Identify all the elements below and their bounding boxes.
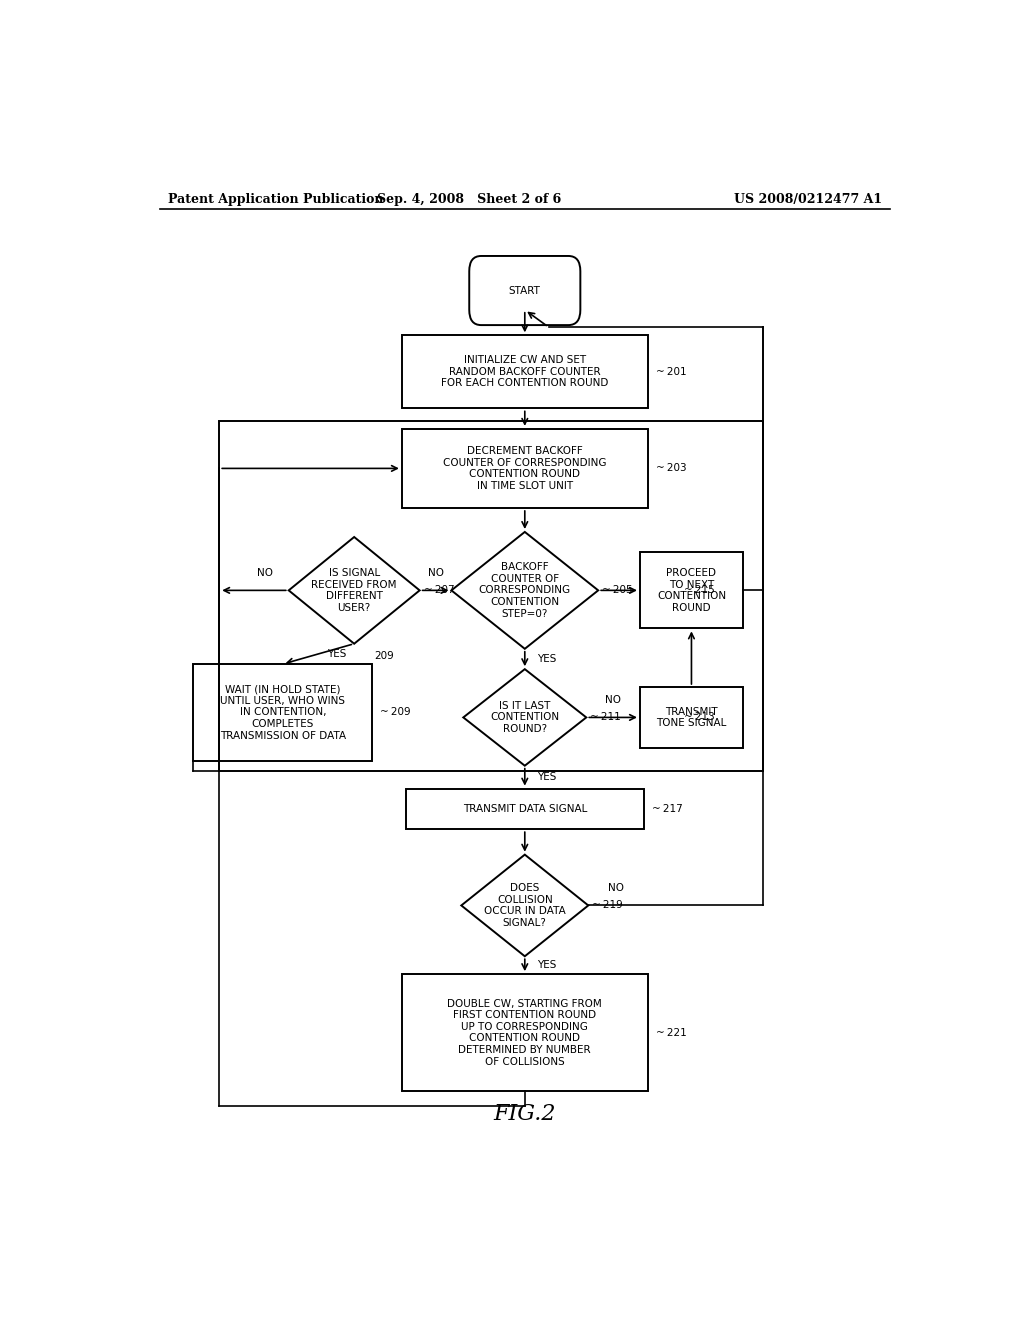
Bar (194, 664, 372, 760)
Text: PROCEED
TO NEXT
CONTENTION
ROUND: PROCEED TO NEXT CONTENTION ROUND (656, 568, 726, 612)
Bar (401, 429, 648, 508)
Text: ~ 207: ~ 207 (424, 585, 455, 595)
Text: YES: YES (537, 960, 556, 970)
Text: NO: NO (605, 696, 622, 705)
Text: DOUBLE CW, STARTING FROM
FIRST CONTENTION ROUND
UP TO CORRESPONDING
CONTENTION R: DOUBLE CW, STARTING FROM FIRST CONTENTIO… (447, 998, 602, 1067)
Text: WAIT (IN HOLD STATE)
UNTIL USER, WHO WINS
IN CONTENTION,
COMPLETES
TRANSMISSION : WAIT (IN HOLD STATE) UNTIL USER, WHO WIN… (220, 684, 346, 741)
Text: Patent Application Publication: Patent Application Publication (168, 193, 383, 206)
Text: IS IT LAST
CONTENTION
ROUND?: IS IT LAST CONTENTION ROUND? (490, 701, 559, 734)
Text: YES: YES (537, 772, 556, 783)
Text: ~ 211: ~ 211 (590, 713, 621, 722)
Text: ~ 217: ~ 217 (652, 804, 683, 814)
Text: ~ 219: ~ 219 (592, 900, 623, 911)
Text: ~ 215: ~ 215 (684, 585, 715, 595)
Text: US 2008/0212477 A1: US 2008/0212477 A1 (734, 193, 882, 206)
Text: DECREMENT BACKOFF
COUNTER OF CORRESPONDING
CONTENTION ROUND
IN TIME SLOT UNIT: DECREMENT BACKOFF COUNTER OF CORRESPONDI… (443, 446, 606, 491)
Text: YES: YES (537, 653, 556, 664)
Bar (401, 335, 648, 408)
Bar (406, 788, 644, 829)
Text: INITIALIZE CW AND SET
RANDOM BACKOFF COUNTER
FOR EACH CONTENTION ROUND: INITIALIZE CW AND SET RANDOM BACKOFF COU… (441, 355, 608, 388)
Text: 209: 209 (374, 651, 394, 661)
Text: DOES
COLLISION
OCCUR IN DATA
SIGNAL?: DOES COLLISION OCCUR IN DATA SIGNAL? (484, 883, 565, 928)
Text: ~ 201: ~ 201 (655, 367, 686, 376)
Text: YES: YES (327, 649, 346, 659)
Polygon shape (289, 537, 420, 644)
FancyBboxPatch shape (469, 256, 581, 325)
Text: Sep. 4, 2008   Sheet 2 of 6: Sep. 4, 2008 Sheet 2 of 6 (377, 193, 561, 206)
Polygon shape (463, 669, 587, 766)
Text: START: START (509, 285, 541, 296)
Text: TRANSMIT
TONE SIGNAL: TRANSMIT TONE SIGNAL (656, 706, 727, 729)
Text: BACKOFF
COUNTER OF
CORRESPONDING
CONTENTION
STEP=0?: BACKOFF COUNTER OF CORRESPONDING CONTENT… (479, 562, 570, 619)
Text: FIG.2: FIG.2 (494, 1102, 556, 1125)
Bar (640, 686, 743, 748)
Bar (401, 974, 648, 1090)
Text: NO: NO (257, 568, 272, 578)
Text: ~ 213: ~ 213 (684, 713, 715, 722)
Text: ~ 209: ~ 209 (380, 708, 411, 717)
Text: ~ 221: ~ 221 (655, 1027, 686, 1038)
Polygon shape (461, 854, 588, 956)
Text: ~ 203: ~ 203 (655, 463, 686, 474)
Text: IS SIGNAL
RECEIVED FROM
DIFFERENT
USER?: IS SIGNAL RECEIVED FROM DIFFERENT USER? (311, 568, 397, 612)
Text: TRANSMIT DATA SIGNAL: TRANSMIT DATA SIGNAL (463, 804, 587, 814)
Text: ~ 205: ~ 205 (602, 585, 633, 595)
Bar (640, 552, 743, 628)
Polygon shape (452, 532, 598, 649)
Bar (219, 421, 763, 771)
Text: NO: NO (428, 568, 443, 578)
Text: NO: NO (608, 883, 624, 894)
